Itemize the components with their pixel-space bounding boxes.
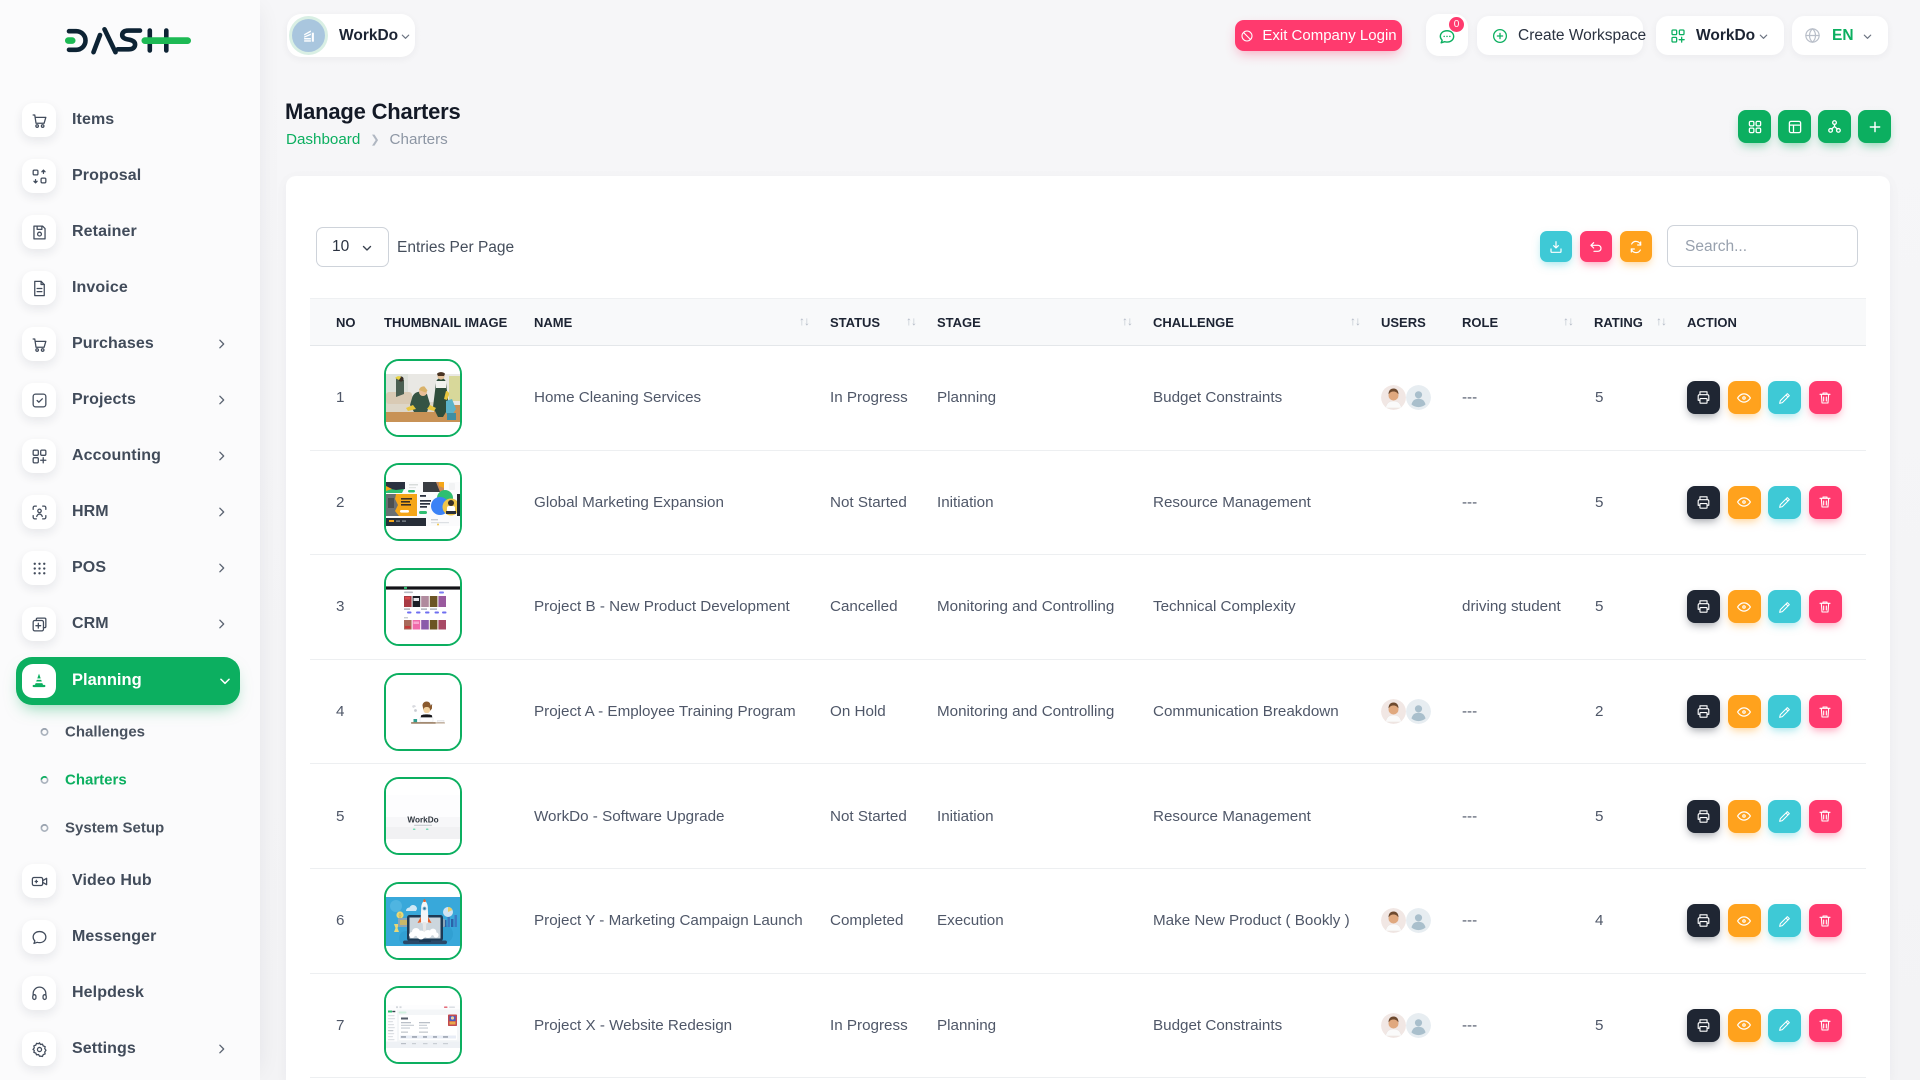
svg-text:0: 0 [399, 913, 402, 919]
svg-text:WorkDo: WorkDo [407, 816, 438, 825]
